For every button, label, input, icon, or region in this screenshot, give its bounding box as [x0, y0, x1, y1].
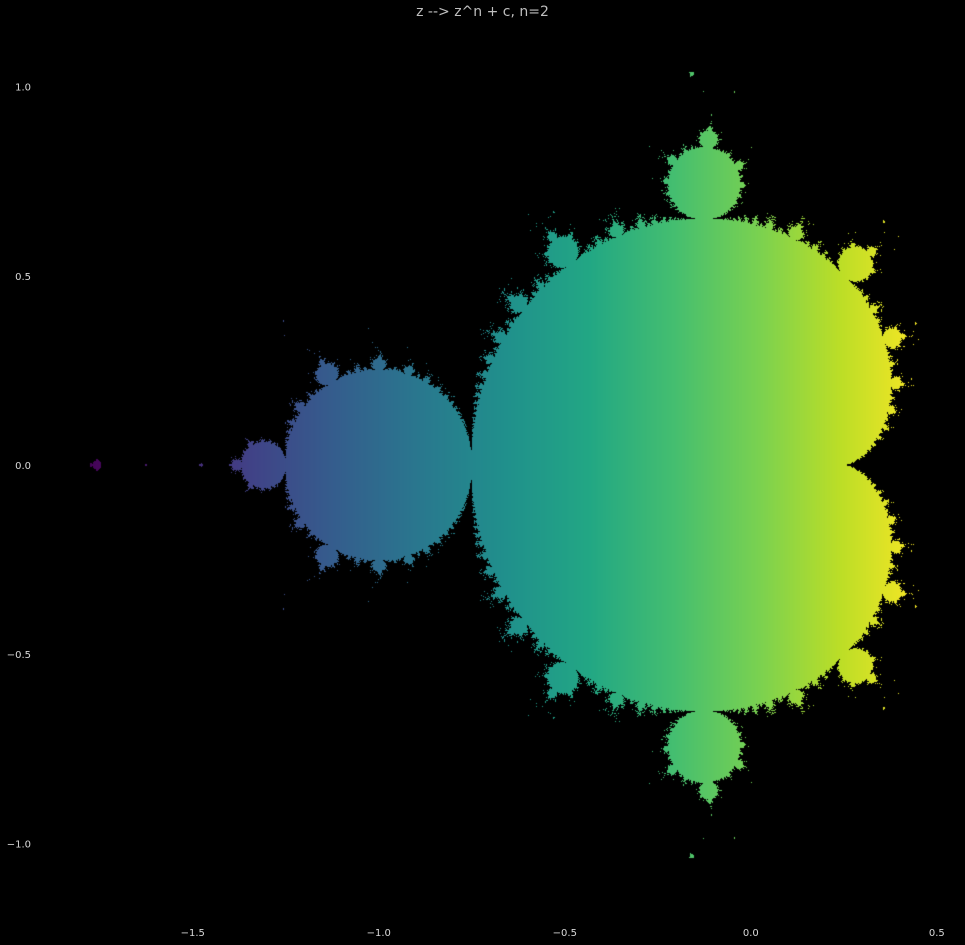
x-tick-label: −1.5	[181, 928, 205, 939]
chart-title: z --> z^n + c, n=2	[416, 4, 549, 20]
x-tick-label: −1.0	[367, 928, 391, 939]
x-tick-label: 0.5	[929, 928, 945, 939]
x-tick-label: 0.0	[743, 928, 759, 939]
y-tick-label: 0.5	[15, 272, 31, 283]
y-tick-label: 0.0	[15, 461, 31, 472]
fractal-image	[70, 30, 948, 900]
y-tick-label: −1.0	[7, 839, 31, 850]
x-tick-label: −0.5	[553, 928, 577, 939]
x-tick-labels: −1.5 −1.0 −0.5 0.0 0.5	[181, 928, 945, 939]
y-tick-label: 1.0	[15, 83, 31, 94]
y-tick-labels: 1.0 0.5 0.0 −0.5 −1.0	[7, 83, 31, 851]
y-tick-label: −0.5	[7, 650, 31, 661]
